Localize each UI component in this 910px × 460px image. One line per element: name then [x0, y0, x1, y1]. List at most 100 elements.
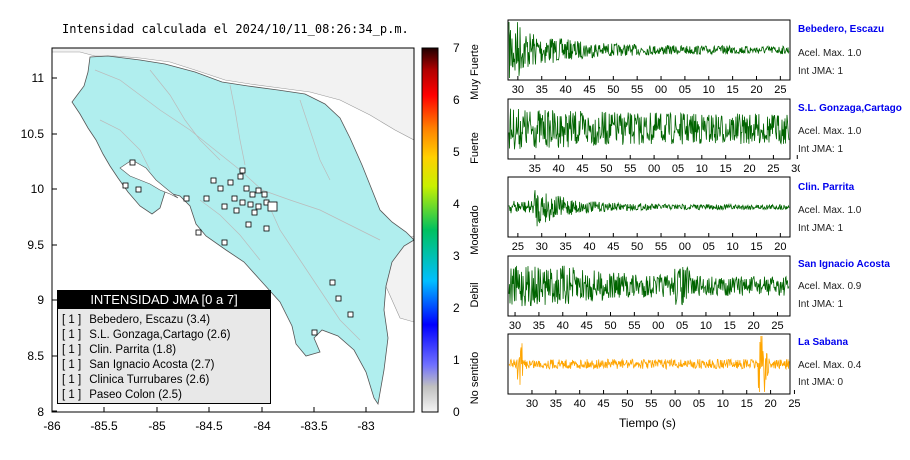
waveform-tick-label: 30 [791, 163, 800, 175]
legend-text: Clin. Parrita (1.8) [89, 344, 177, 356]
accel-max: Acel. Max. 1.0 [798, 126, 862, 137]
waveform-tick-label: 15 [750, 241, 762, 253]
waveform-tick-label: 25 [512, 241, 524, 253]
waveform-tick-label: 50 [604, 320, 616, 332]
waveform-tick-label: 55 [655, 241, 667, 253]
legend-flag: [ 1 ] [62, 389, 82, 401]
legend-item: [ 1 ] Bebedero, Escazu (3.4) [62, 313, 270, 328]
colorbar-ticks: 0 1 2 3 4 5 6 7 [453, 41, 460, 419]
legend-text: Clinica Turrubares (2.6) [89, 374, 210, 386]
map-x-tick: -84 [253, 419, 271, 433]
map-y-tick: 11 [32, 71, 45, 85]
jma-intensity: Int JMA: 1 [798, 299, 844, 310]
map-x-tick: -83 [357, 419, 375, 433]
waveform-tick-label: 10 [726, 241, 738, 253]
waveform-tick-label: 10 [696, 163, 708, 175]
map-x-tick: -85.5 [90, 419, 118, 433]
map-y-ticks: 11 10.5 10 9.5 9 8.5 8 [21, 71, 45, 419]
colorbar-tick: 3 [453, 249, 460, 263]
waveform-tick-label: 45 [583, 84, 595, 96]
colorbar-tick: 4 [453, 197, 460, 211]
intensity-legend: INTENSIDAD JMA [0 a 7] [ 1 ] Bebedero, E… [57, 290, 271, 404]
waveform-tick-label: 30 [509, 320, 521, 332]
waveform-tick-label: 00 [652, 320, 664, 332]
jma-intensity: Int JMA: 0 [798, 377, 844, 388]
accel-max: Acel. Max. 1.0 [798, 205, 862, 216]
colorbar-tick: 1 [453, 353, 460, 367]
waveform-tick-label: 55 [624, 163, 636, 175]
waveform-tick-label: 05 [676, 320, 688, 332]
roads [94, 69, 381, 341]
legend-item: [ 1 ] Clinica Turrubares (2.6) [62, 373, 270, 388]
waveform-tick-label: 55 [645, 398, 657, 410]
waveform-tick-label: 25 [771, 320, 783, 332]
waveform-tick-label: 05 [672, 163, 684, 175]
waveform-panel: 30 35 40 45 50 55 00 05 10 15 20 25 [507, 255, 791, 332]
waveform-tick-label: 25 [767, 163, 779, 175]
waveform-tick-label: 40 [583, 241, 595, 253]
legend-flag: [ 1 ] [62, 329, 82, 341]
waveform-tick-label: 40 [559, 84, 571, 96]
colorbar-tick: 7 [453, 41, 460, 55]
waveform-trace [508, 190, 790, 227]
waveform-tick-label: 00 [648, 163, 660, 175]
waveform-trace [508, 335, 790, 393]
waveform-tick-label: 00 [679, 241, 691, 253]
waveform-tick-label: 45 [581, 320, 593, 332]
colorbar-label: No sentido [469, 352, 481, 405]
waveform-tick-label: 35 [529, 163, 541, 175]
waveform-tick-label: 05 [703, 241, 715, 253]
accel-max: Acel. Max. 0.4 [798, 360, 862, 371]
map-y-tick: 9.5 [27, 238, 44, 252]
waveform-tick-label: 10 [717, 398, 729, 410]
waveform-tick-label: 35 [536, 84, 548, 96]
waveform-panel: 25 30 35 40 45 50 55 00 05 10 15 20 [507, 176, 791, 253]
map-y-tick: 8.5 [27, 349, 44, 363]
waveform-tick-label: 55 [628, 320, 640, 332]
jma-intensity: Int JMA: 1 [798, 223, 844, 234]
map-y-tick: 10 [31, 182, 45, 196]
legend-item: [ 1 ] Paseo Colon (2.5) [62, 388, 270, 403]
waveform-frame [507, 98, 791, 160]
station-name: San Ignacio Acosta [798, 259, 890, 270]
waveform-tick-label: 25 [774, 84, 786, 96]
waveform-tick-label: 15 [726, 84, 738, 96]
waveform-tick-label: 45 [576, 163, 588, 175]
waveform-tick-label: 15 [724, 320, 736, 332]
colorbar-label: Fuerte [469, 132, 481, 164]
intensity-colorbar: 0 1 2 3 4 5 6 7 No sentido Debil Moderad… [421, 41, 481, 419]
waveform-tick-label: 05 [693, 398, 705, 410]
waveform-tick-label: 50 [600, 163, 612, 175]
waveform-panel: 30 35 40 45 50 55 00 05 10 15 20 25 [507, 333, 800, 410]
legend-flag: [ 1 ] [62, 344, 82, 356]
legend-text: S.L. Gonzaga,Cartago (2.6) [89, 329, 231, 341]
legend-text: San Ignacio Acosta (2.7) [89, 359, 215, 371]
waveform-tick-label: 35 [550, 398, 562, 410]
colorbar-labels: No sentido Debil Moderado Fuerte Muy Fue… [469, 44, 481, 404]
nicaragua-land [52, 48, 414, 141]
waveform-trace [508, 108, 790, 150]
station-markers [122, 159, 354, 336]
map-x-tick: -86 [43, 419, 61, 433]
waveform-tick-label: 40 [574, 398, 586, 410]
waveform-panels[interactable]: 30 35 40 45 50 55 00 05 10 15 20 25 35 40 45 50 55 00 05 10… [500, 0, 800, 440]
waveform-tick-label: 05 [679, 84, 691, 96]
legend-item: [ 1 ] Clin. Parrita (1.8) [62, 343, 270, 358]
colorbar-tick: 5 [453, 145, 460, 159]
colorbar-label: Muy Fuerte [469, 44, 481, 100]
map-title: Intensidad calculada el 2024/10/11_08:26… [62, 22, 409, 36]
legend-list: [ 1 ] Bebedero, Escazu (3.4) [ 1 ] S.L. … [58, 309, 270, 403]
waveform-tick-label: 20 [748, 320, 760, 332]
station-name: Clin. Parrita [798, 182, 855, 193]
jma-intensity: Int JMA: 1 [798, 144, 844, 155]
legend-flag: [ 1 ] [62, 314, 82, 326]
legend-flag: [ 1 ] [62, 374, 82, 386]
waveform-tick-label: 20 [774, 241, 786, 253]
gulf-of-nicoya [119, 159, 179, 199]
map-y-tick: 10.5 [21, 127, 45, 141]
waveform-tick-label: 00 [669, 398, 681, 410]
map-x-ticks: -86 -85.5 -85 -84.5 -84 -83.5 -83 [43, 419, 375, 433]
legend-item: [ 1 ] S.L. Gonzaga,Cartago (2.6) [62, 328, 270, 343]
waveform-tick-label: 45 [597, 398, 609, 410]
colorbar-tick: 6 [453, 93, 460, 107]
